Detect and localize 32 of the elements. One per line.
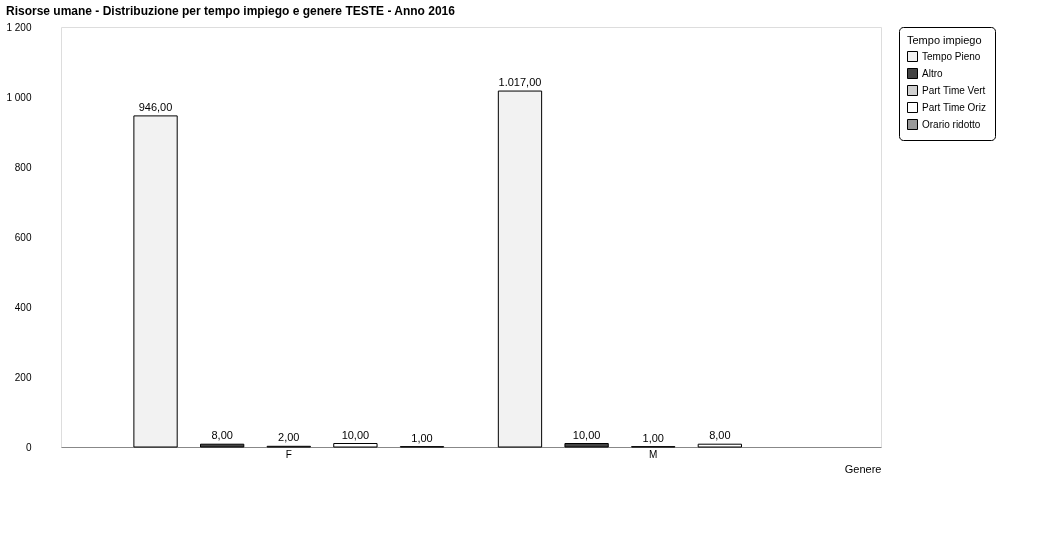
data-label: 1.017,00 xyxy=(498,76,542,89)
x-tick-label: M xyxy=(649,448,658,460)
y-tick-label: 1 000 xyxy=(6,91,32,103)
y-tick-label: 400 xyxy=(14,301,32,313)
legend-label: Altro xyxy=(922,67,943,79)
legend-title: Tempo impiego xyxy=(907,34,982,46)
data-label: 946,00 xyxy=(138,100,173,113)
x-tick-label: F xyxy=(285,448,292,460)
data-label: 8,00 xyxy=(709,429,731,442)
data-label: 1,00 xyxy=(411,431,433,444)
bar xyxy=(697,443,742,448)
legend-label: Orario ridotto xyxy=(922,118,981,130)
bar xyxy=(200,443,245,448)
chart-title: Risorse umane - Distribuzione per tempo impiego e genere TESTE - Anno 2016 xyxy=(5,4,456,18)
y-tick-label: 200 xyxy=(14,371,32,383)
bar xyxy=(133,115,178,448)
legend-label: Part Time Oriz xyxy=(922,101,986,113)
y-tick-label: 800 xyxy=(14,161,32,173)
data-label: 10,00 xyxy=(341,428,370,441)
y-tick-label: 0 xyxy=(25,441,32,453)
bar xyxy=(497,90,543,448)
data-label: 10,00 xyxy=(572,428,601,441)
data-label: 8,00 xyxy=(211,429,233,442)
legend-label: Tempo Pieno xyxy=(922,50,981,62)
x-axis-title: Genere xyxy=(844,462,882,475)
bar xyxy=(564,443,609,448)
data-label: 1,00 xyxy=(642,431,664,444)
data-label: 2,00 xyxy=(278,431,300,444)
legend-label: Part Time Vert xyxy=(922,84,986,96)
y-tick-label: 600 xyxy=(14,231,32,243)
y-tick-label: 1 200 xyxy=(6,21,32,33)
bar xyxy=(333,443,378,448)
